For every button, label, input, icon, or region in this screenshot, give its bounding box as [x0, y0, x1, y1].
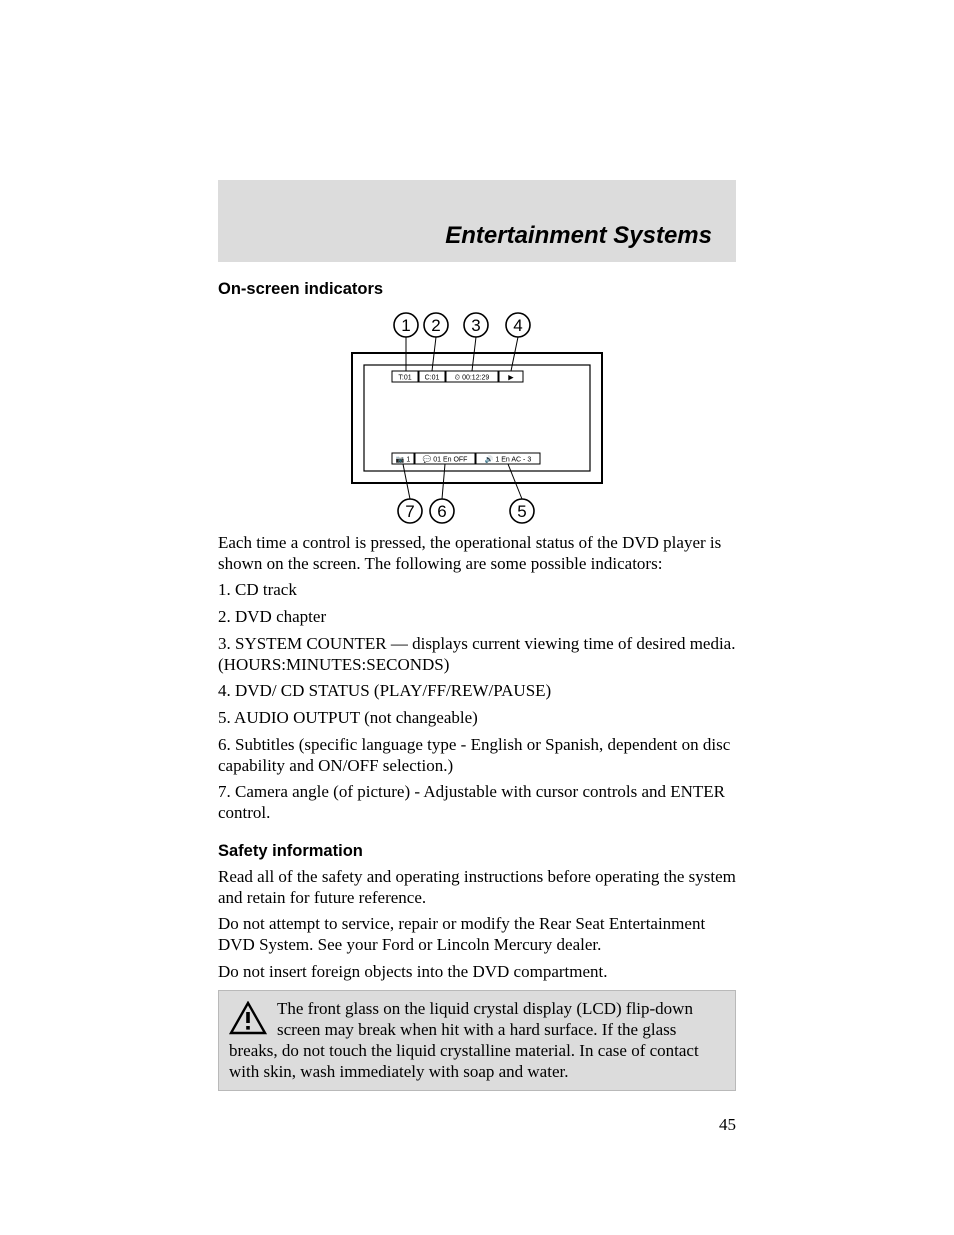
warning-box: The front glass on the liquid crystal di…: [218, 990, 736, 1091]
safety-p2: Do not attempt to service, repair or mod…: [218, 914, 736, 955]
subhead-safety: Safety information: [218, 842, 736, 861]
subhead-indicators: On-screen indicators: [218, 280, 736, 299]
svg-text:3: 3: [471, 316, 480, 335]
list-item-7: 7. Camera angle (of picture) - Adjustabl…: [218, 782, 736, 823]
page-title: Entertainment Systems: [445, 222, 712, 250]
list-item-6: 6. Subtitles (specific language type - E…: [218, 735, 736, 776]
svg-text:1: 1: [401, 316, 410, 335]
svg-text:💬 01 En OFF: 💬 01 En OFF: [423, 455, 468, 464]
svg-text:C:01: C:01: [425, 375, 440, 382]
page-number: 45: [0, 1115, 736, 1135]
svg-text:📷 1: 📷 1: [396, 456, 411, 464]
list-item-4: 4. DVD/ CD STATUS (PLAY/FF/REW/PAUSE): [218, 681, 736, 702]
list-item-2: 2. DVD chapter: [218, 607, 736, 628]
dvd-screen-diagram: T:01 C:01 ⏲ 00:12:29 ▶ 📷 1 💬 01 En OFF 🔊 1 En …: [218, 307, 736, 527]
intro-paragraph: Each time a control is pressed, the oper…: [218, 533, 736, 574]
list-item-5: 5. AUDIO OUTPUT (not changeable): [218, 708, 736, 729]
warning-icon: [229, 1001, 267, 1035]
warning-text: The front glass on the liquid crystal di…: [229, 999, 699, 1080]
svg-text:T:01: T:01: [398, 375, 411, 382]
svg-text:7: 7: [405, 502, 414, 521]
svg-text:4: 4: [513, 316, 522, 335]
svg-text:5: 5: [517, 502, 526, 521]
safety-p1: Read all of the safety and operating ins…: [218, 867, 736, 908]
svg-text:2: 2: [431, 316, 440, 335]
list-item-1: 1. CD track: [218, 580, 736, 601]
safety-p3: Do not insert foreign objects into the D…: [218, 962, 736, 983]
svg-text:⏲ 00:12:29: ⏲ 00:12:29: [455, 375, 490, 382]
svg-text:▶: ▶: [508, 375, 514, 382]
svg-text:6: 6: [437, 502, 446, 521]
header-band: Entertainment Systems: [218, 180, 736, 262]
list-item-3: 3. SYSTEM COUNTER — displays current vie…: [218, 634, 736, 675]
svg-text:🔊 1 En AC - 3: 🔊 1 En AC - 3: [485, 455, 532, 464]
